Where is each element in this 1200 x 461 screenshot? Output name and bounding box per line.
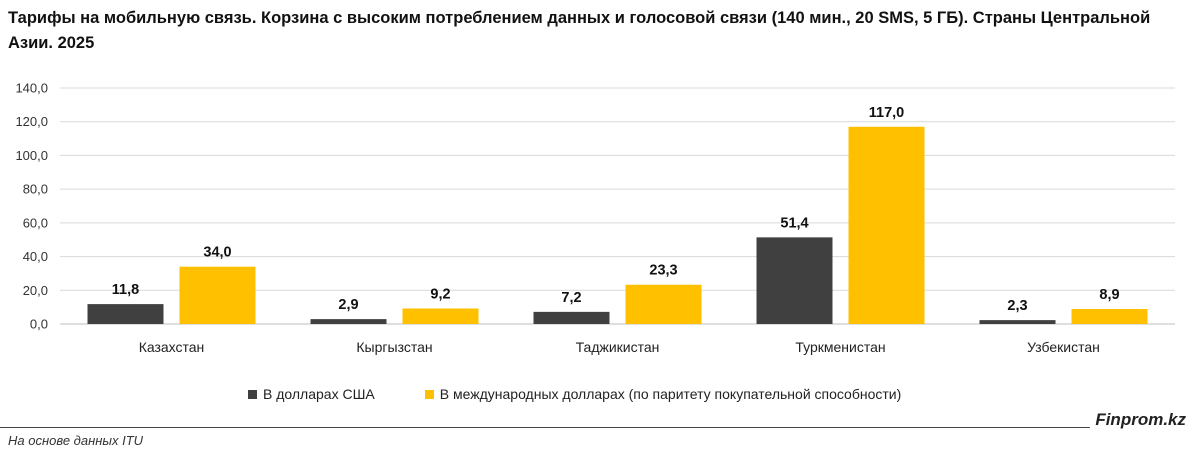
bar xyxy=(848,126,925,325)
y-tick-label: 40,0 xyxy=(23,249,48,264)
x-tick-label: Казахстан xyxy=(139,339,205,355)
y-tick-label: 0,0 xyxy=(30,317,48,332)
data-label: 11,8 xyxy=(112,282,139,298)
data-label: 7,2 xyxy=(561,290,581,306)
x-tick-label: Таджикистан xyxy=(576,339,660,355)
data-label: 34,0 xyxy=(203,245,231,261)
data-label: 51,4 xyxy=(780,215,808,231)
legend: В долларах США В международных долларах … xyxy=(248,386,951,402)
bar xyxy=(179,266,256,324)
bar xyxy=(402,308,479,324)
y-tick-label: 80,0 xyxy=(23,182,48,197)
bar xyxy=(87,304,164,324)
bar xyxy=(979,320,1056,324)
bar xyxy=(756,237,833,324)
data-label: 117,0 xyxy=(869,105,905,121)
legend-swatch-ppp xyxy=(424,389,434,399)
data-label: 2,9 xyxy=(338,297,358,313)
y-tick-label: 120,0 xyxy=(15,114,48,129)
legend-label-ppp: В международных долларах (по паритету по… xyxy=(439,386,902,402)
x-tick-label: Кыргызстан xyxy=(356,339,432,355)
legend-swatch-usd xyxy=(248,389,257,399)
bar xyxy=(310,319,387,324)
chart-title: Тарифы на мобильную связь. Корзина с выс… xyxy=(8,9,1151,52)
x-tick-label: Туркменистан xyxy=(795,339,885,355)
legend-item-ppp: В международных долларах (по паритету по… xyxy=(424,386,902,402)
legend-label-usd: В долларах США xyxy=(263,386,375,402)
bar xyxy=(625,284,702,324)
brand-divider xyxy=(0,427,1090,428)
y-tick-label: 60,0 xyxy=(23,215,48,230)
legend-item-usd: В долларах США xyxy=(248,386,375,402)
y-tick-label: 20,0 xyxy=(23,283,48,298)
brand-logo: Finprom.kz xyxy=(1095,410,1186,429)
x-tick-label: Узбекистан xyxy=(1027,339,1100,355)
data-label: 9,2 xyxy=(430,286,450,302)
data-label: 23,3 xyxy=(649,263,677,279)
source-note: На основе данных ITU xyxy=(8,433,144,448)
bar xyxy=(533,311,610,324)
y-tick-label: 100,0 xyxy=(15,148,48,163)
data-label: 2,3 xyxy=(1007,298,1027,314)
data-label: 8,9 xyxy=(1099,287,1119,303)
y-tick-label: 140,0 xyxy=(15,81,48,96)
bar xyxy=(1071,308,1148,324)
